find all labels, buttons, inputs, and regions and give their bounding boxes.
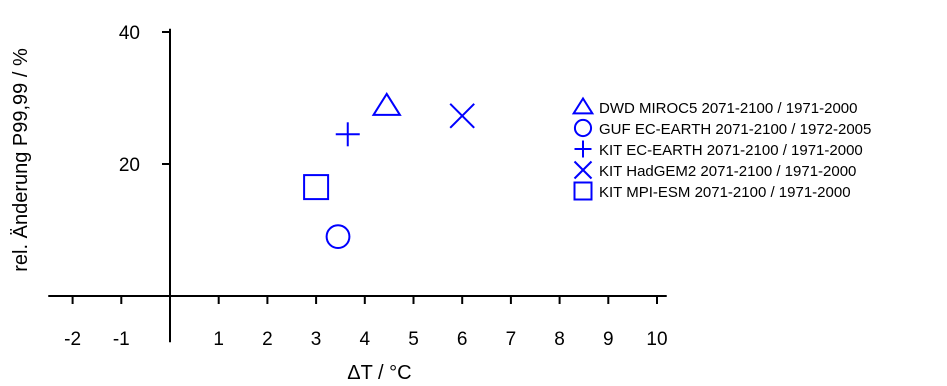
legend-marker-square: [573, 181, 593, 201]
legend-marker-plus: [574, 140, 592, 158]
legend-item: KIT MPI-ESM 2071-2100 / 1971-2000: [573, 181, 851, 201]
legend-item: KIT EC-EARTH 2071-2100 / 1971-2000: [574, 140, 863, 159]
x-tick-label: 4: [360, 329, 371, 350]
x-tick-label: -2: [64, 329, 81, 350]
legend-item: KIT HadGEM2 2071-2100 / 1971-2000: [573, 160, 856, 180]
tick-labels: -2 -1 1 2 3 4 5 6 7 8 9 10 20 40: [64, 23, 667, 350]
legend-marker-x: [573, 160, 593, 180]
legend-marker-circle: [573, 118, 593, 138]
data-points: [303, 92, 475, 250]
legend-label: KIT EC-EARTH 2071-2100 / 1971-2000: [599, 142, 863, 159]
legend-item: GUF EC-EARTH 2071-2100 / 1972-2005: [573, 118, 871, 138]
x-tick-label: 3: [311, 329, 322, 350]
x-tick-label: 1: [213, 329, 224, 350]
y-tick-label: 20: [119, 155, 140, 176]
legend: DWD MIROC5 2071-2100 / 1971-2000 GUF EC-E…: [571, 96, 871, 201]
x-tick-label: 9: [603, 329, 614, 350]
legend-label: DWD MIROC5 2071-2100 / 1971-2000: [599, 100, 857, 117]
y-tick-label: 40: [119, 23, 140, 44]
legend-item: DWD MIROC5 2071-2100 / 1971-2000: [571, 96, 857, 117]
data-point-circle: [325, 224, 351, 250]
x-tick-label: 5: [408, 329, 419, 350]
legend-label: GUF EC-EARTH 2071-2100 / 1972-2005: [599, 121, 871, 138]
tick-marks: [71, 31, 658, 304]
x-tick-label: 7: [506, 329, 517, 350]
legend-label: KIT HadGEM2 2071-2100 / 1971-2000: [599, 163, 856, 180]
data-point-x: [449, 103, 475, 129]
x-axis-label: ΔT / °C: [347, 362, 411, 384]
legend-marker-triangle: [571, 96, 595, 115]
data-point-square: [303, 174, 330, 201]
x-tick-label: 8: [554, 329, 565, 350]
legend-label: KIT MPI-ESM 2071-2100 / 1971-2000: [599, 184, 851, 201]
data-point-triangle: [371, 92, 402, 116]
x-tick-label: 2: [262, 329, 273, 350]
y-axis-label: rel. Änderung P99,99 / %: [10, 48, 32, 272]
x-tick-label: 6: [457, 329, 468, 350]
data-point-plus: [335, 122, 360, 147]
axes: [48, 28, 667, 343]
x-tick-label: -1: [113, 329, 130, 350]
x-tick-label: 10: [646, 329, 667, 350]
